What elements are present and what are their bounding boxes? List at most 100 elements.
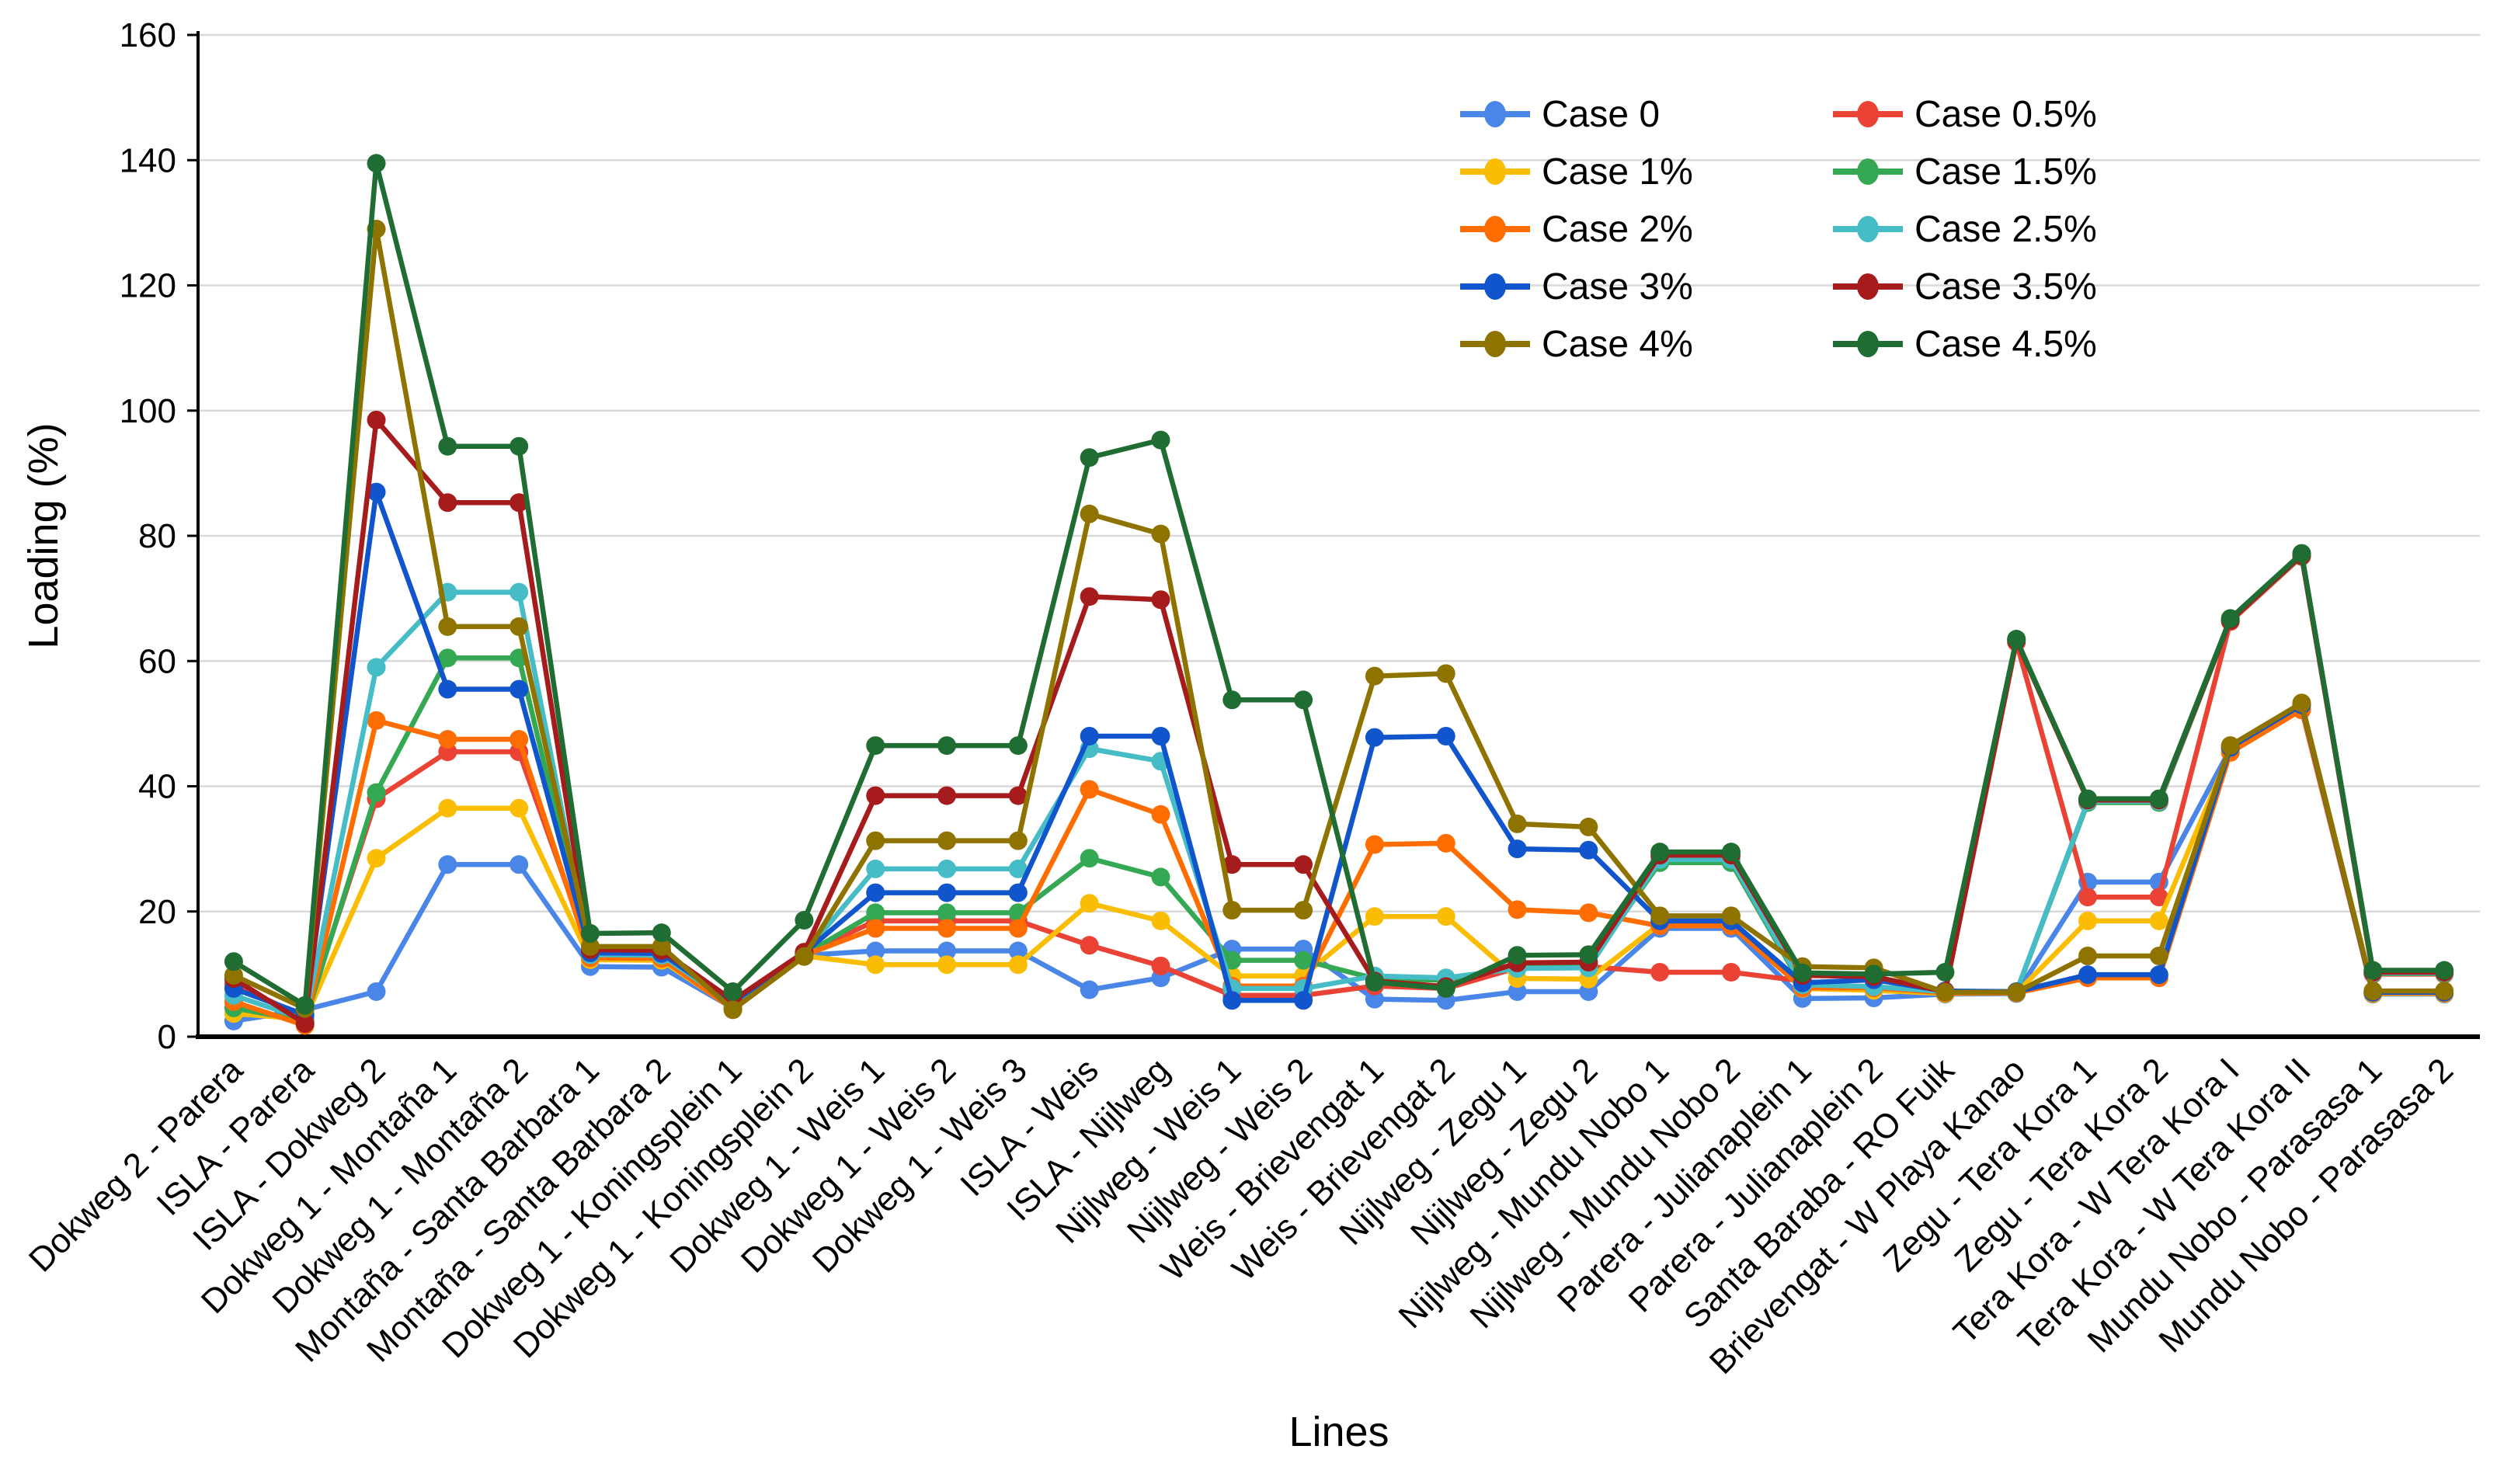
- data-point: [866, 786, 885, 805]
- data-point: [652, 923, 671, 943]
- data-point: [438, 648, 457, 668]
- series-line-case-0: [231, 704, 2447, 1024]
- data-point: [1436, 978, 1455, 998]
- data-point: [1436, 907, 1455, 926]
- data-point: [1080, 504, 1099, 523]
- data-point: [224, 952, 243, 971]
- data-point: [580, 937, 600, 956]
- legend-marker-dot: [1857, 216, 1879, 242]
- data-point: [2363, 982, 2383, 1001]
- data-point: [866, 859, 885, 878]
- data-point: [1436, 727, 1455, 745]
- data-point: [1294, 951, 1313, 970]
- data-point: [509, 436, 529, 456]
- series-line-case-4-: [231, 226, 2447, 1013]
- data-point: [367, 849, 386, 868]
- data-point: [1222, 901, 1242, 920]
- data-point: [1080, 894, 1099, 913]
- data-point: [438, 617, 457, 636]
- x-axis-title: Lines: [1288, 1409, 1389, 1455]
- data-point: [2292, 693, 2311, 713]
- data-point: [367, 154, 386, 173]
- data-point: [1508, 982, 1527, 1001]
- data-point: [1080, 727, 1099, 745]
- y-tick-label: 20: [138, 893, 176, 931]
- legend-label: Case 0.5%: [1914, 94, 2097, 135]
- data-point: [866, 941, 885, 961]
- data-point: [2007, 630, 2026, 649]
- y-tick-label: 40: [138, 768, 176, 806]
- data-point: [1151, 524, 1170, 544]
- series-line-case-3-: [231, 489, 2447, 1018]
- legend-label: Case 4.5%: [1914, 324, 2097, 365]
- data-point: [937, 919, 957, 938]
- legend-marker-dot: [1857, 101, 1879, 127]
- data-point: [509, 617, 529, 636]
- data-point: [438, 798, 457, 818]
- data-point: [2149, 888, 2168, 907]
- data-point: [937, 831, 957, 850]
- y-tick-label: 160: [120, 16, 176, 54]
- data-point: [723, 1000, 742, 1020]
- data-point: [2149, 789, 2168, 808]
- data-point: [1222, 690, 1242, 710]
- legend-label: Case 1.5%: [1914, 151, 2097, 193]
- y-tick-label: 0: [158, 1018, 176, 1056]
- data-point: [1008, 919, 1028, 938]
- data-point: [1294, 991, 1313, 1010]
- data-point: [367, 982, 386, 1001]
- legend-label: Case 0: [1542, 94, 1660, 135]
- data-point: [1151, 867, 1170, 887]
- data-point: [1721, 906, 1741, 926]
- data-point: [438, 730, 457, 749]
- legend-marker-dot: [1484, 273, 1506, 300]
- y-axis-title: Loading (%): [20, 422, 67, 648]
- data-point: [866, 736, 885, 756]
- data-point: [1008, 955, 1028, 975]
- data-point: [1508, 839, 1527, 859]
- data-point: [1508, 946, 1527, 965]
- data-point: [795, 947, 814, 966]
- data-point: [2078, 789, 2098, 808]
- legend-label: Case 2%: [1542, 209, 1693, 250]
- data-point: [1008, 883, 1028, 902]
- data-point: [937, 955, 957, 975]
- data-point: [866, 883, 885, 902]
- data-point: [2363, 961, 2383, 980]
- data-point: [2149, 911, 2168, 930]
- legend-marker-dot: [1484, 331, 1506, 357]
- data-point: [509, 798, 529, 818]
- data-point: [2149, 965, 2168, 985]
- y-tick-label: 120: [120, 267, 176, 305]
- data-point: [1721, 962, 1741, 982]
- data-point: [2078, 888, 2098, 907]
- data-point: [1151, 430, 1170, 450]
- y-tick-label: 60: [138, 642, 176, 680]
- data-point: [1935, 962, 1955, 982]
- data-point: [438, 855, 457, 874]
- legend-label: Case 3.5%: [1914, 266, 2097, 308]
- data-point: [1294, 855, 1313, 874]
- y-tick-label: 140: [120, 141, 176, 179]
- data-point: [509, 730, 529, 749]
- data-point: [1579, 945, 1598, 964]
- data-point: [1365, 728, 1384, 747]
- data-point: [937, 941, 957, 961]
- series-line-case-4-5-: [231, 161, 2447, 1008]
- series-line-case-2-: [231, 707, 2447, 1028]
- data-point: [2078, 965, 2098, 985]
- data-point: [2221, 736, 2240, 756]
- legend-label: Case 4%: [1542, 324, 1693, 365]
- legend-marker-dot: [1484, 101, 1506, 127]
- data-point: [438, 679, 457, 699]
- data-point: [1508, 814, 1527, 833]
- data-point: [1508, 900, 1527, 919]
- data-point: [1080, 780, 1099, 799]
- data-point: [1721, 843, 1741, 862]
- data-point: [1579, 903, 1598, 923]
- legend-marker-dot: [1857, 273, 1879, 300]
- data-point: [1151, 911, 1170, 930]
- y-tick-label: 100: [120, 392, 176, 430]
- data-point: [866, 831, 885, 850]
